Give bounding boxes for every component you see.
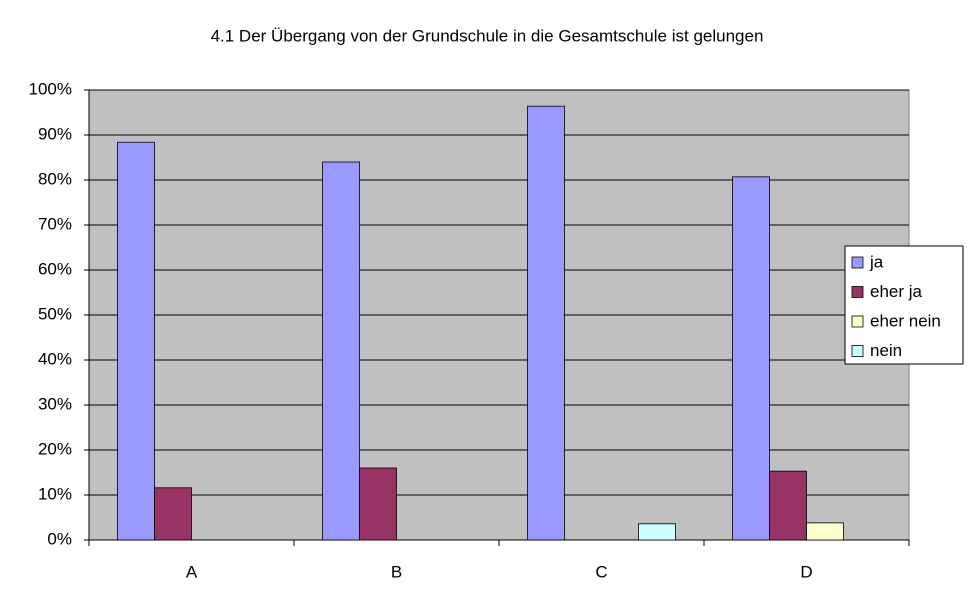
legend-swatch	[851, 345, 864, 357]
y-tick-label: 10%	[38, 484, 72, 503]
legend-box	[844, 245, 964, 365]
bar	[638, 523, 676, 541]
x-tick-label: D	[800, 562, 812, 581]
bar	[359, 467, 397, 541]
bar	[117, 141, 155, 541]
y-tick-label: 80%	[38, 169, 72, 188]
bar	[806, 522, 844, 541]
bar	[769, 470, 807, 541]
y-tick-label: 40%	[38, 349, 72, 368]
legend-label: nein	[870, 341, 902, 360]
bar	[322, 161, 360, 541]
legend-label: eher ja	[870, 282, 923, 301]
x-tick-label: B	[391, 562, 402, 581]
y-tick-label: 90%	[38, 124, 72, 143]
y-tick-label: 100%	[29, 79, 72, 98]
x-tick-label: A	[186, 562, 198, 581]
y-tick-label: 50%	[38, 304, 72, 323]
bar	[527, 105, 565, 541]
y-tick-label: 60%	[38, 259, 72, 278]
x-tick-label: C	[595, 562, 607, 581]
legend-label: ja	[869, 252, 884, 271]
y-tick-label: 20%	[38, 439, 72, 458]
legend-swatch	[851, 286, 864, 298]
legend-swatch	[851, 256, 864, 269]
chart-title: 4.1 Der Übergang von der Grundschule in …	[211, 26, 764, 45]
y-tick-label: 0%	[47, 529, 72, 548]
legend-swatch	[851, 315, 864, 328]
legend-label: eher nein	[870, 311, 941, 330]
bar	[154, 487, 192, 541]
y-tick-label: 30%	[38, 394, 72, 413]
y-tick-label: 70%	[38, 214, 72, 233]
bar	[732, 176, 770, 541]
